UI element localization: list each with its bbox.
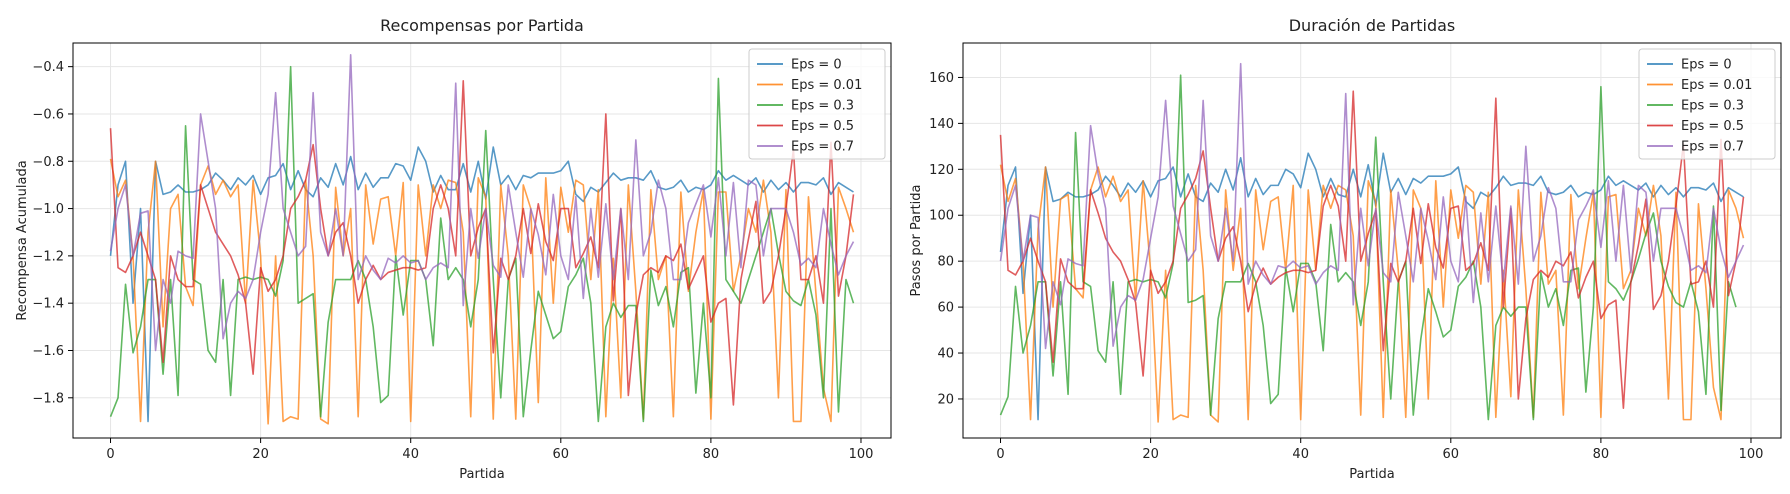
y-tick-label: 60 bbox=[937, 301, 954, 316]
legend-entry: Eps = 0.01 bbox=[791, 78, 862, 93]
legend-entry: Eps = 0.01 bbox=[1681, 78, 1752, 93]
y-axis-label: Recompensa Acumulada bbox=[15, 160, 30, 320]
axes-frame bbox=[72, 42, 892, 439]
series-line-0 bbox=[999, 152, 1744, 421]
series-line-1 bbox=[109, 158, 855, 425]
legend-entry: Eps = 0 bbox=[1681, 58, 1732, 73]
x-tick-label: 60 bbox=[553, 447, 570, 462]
x-tick-label: 80 bbox=[703, 447, 720, 462]
y-tick-label: −0.4 bbox=[32, 60, 64, 75]
x-tick-label: 40 bbox=[1292, 447, 1309, 462]
x-axis-label: Partida bbox=[459, 467, 505, 482]
y-tick-label: −1.0 bbox=[32, 202, 64, 217]
series-line-2 bbox=[109, 65, 855, 423]
y-axis-label: Pasos por Partida bbox=[909, 184, 924, 296]
series-line-1 bbox=[999, 164, 1745, 423]
y-tick-label: −1.8 bbox=[32, 391, 64, 406]
x-tick-label: 100 bbox=[1739, 447, 1764, 462]
legend-entry: Eps = 0.5 bbox=[1681, 119, 1744, 134]
y-tick-label: 120 bbox=[929, 163, 954, 178]
y-tick-label: −1.4 bbox=[32, 297, 64, 312]
series-line-2 bbox=[999, 74, 1737, 421]
x-tick-label: 60 bbox=[1443, 447, 1460, 462]
y-tick-label: 40 bbox=[937, 347, 954, 362]
x-tick-label: 20 bbox=[1142, 447, 1159, 462]
legend-entry: Eps = 0.7 bbox=[791, 140, 854, 155]
chart-title-duration: Duración de Partidas bbox=[1289, 16, 1456, 35]
x-tick-label: 100 bbox=[849, 447, 874, 462]
y-tick-label: −0.8 bbox=[32, 155, 64, 170]
y-tick-label: −0.6 bbox=[32, 107, 64, 122]
series-line-4 bbox=[999, 62, 1745, 350]
legend-box bbox=[1638, 48, 1776, 160]
chart-duration: 0 20 40 60 80 100 20 40 60 80 100 120 140 160 Duración… bbox=[909, 16, 1782, 482]
y-tick-label: −1.6 bbox=[32, 344, 64, 359]
legend-entry: Eps = 0.3 bbox=[1681, 99, 1744, 114]
legend-entry: Eps = 0.7 bbox=[1681, 140, 1744, 155]
x-axis-label: Partida bbox=[1349, 467, 1395, 482]
series-line-3 bbox=[999, 90, 1745, 409]
legend: Eps = 0 Eps = 0.01 Eps = 0.3 Eps = 0.5 Eps =… bbox=[1638, 48, 1776, 160]
legend-box bbox=[748, 48, 886, 160]
y-tick-label: 80 bbox=[937, 255, 954, 270]
x-tick-label: 20 bbox=[252, 447, 269, 462]
series-line-0 bbox=[109, 146, 854, 423]
series-line-4 bbox=[109, 54, 855, 352]
y-tick-label: 20 bbox=[937, 392, 954, 407]
y-tick-label: 140 bbox=[929, 117, 954, 132]
x-tick-label: 80 bbox=[1593, 447, 1610, 462]
chart-rewards: 0 20 40 60 80 100 −1.8 −1.6 −1.4 −1.2 −1.0 −0.8 −0.6… bbox=[15, 16, 892, 482]
y-tick-label: 100 bbox=[929, 209, 954, 224]
legend-entry: Eps = 0.3 bbox=[791, 99, 854, 114]
x-tick-label: 0 bbox=[996, 447, 1004, 462]
x-tick-label: 0 bbox=[106, 447, 114, 462]
series-line-3 bbox=[109, 80, 855, 406]
legend: Eps = 0 Eps = 0.01 Eps = 0.3 Eps = 0.5 Eps =… bbox=[748, 48, 886, 160]
chart-title-rewards: Recompensas por Partida bbox=[380, 16, 584, 35]
axes-frame bbox=[962, 42, 1782, 439]
legend-entry: Eps = 0 bbox=[791, 58, 842, 73]
y-tick-label: 160 bbox=[929, 71, 954, 86]
legend-entry: Eps = 0.5 bbox=[791, 119, 854, 134]
y-tick-label: −1.2 bbox=[32, 249, 64, 264]
x-tick-label: 40 bbox=[402, 447, 419, 462]
